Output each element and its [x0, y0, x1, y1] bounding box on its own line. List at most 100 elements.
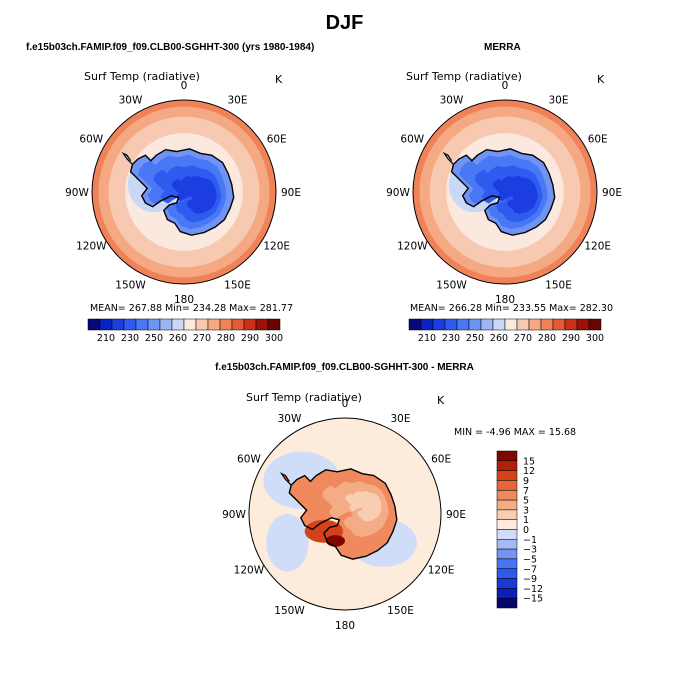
colorbar-tick-label: −12 [523, 584, 543, 595]
colorbar-swatch [528, 318, 542, 331]
colorbar-tick-label: 3 [523, 505, 529, 516]
colorbar-swatch [496, 470, 518, 481]
colorbar-tick-label: 260 [490, 333, 508, 344]
colorbar-swatch [87, 318, 101, 331]
longitude-label: 150E [224, 280, 251, 292]
colorbar-tick-label: 260 [169, 333, 187, 344]
coastline [288, 468, 398, 560]
colorbar-tick-label: 9 [523, 476, 529, 487]
map-border [412, 99, 598, 285]
colorbar-swatch [408, 318, 422, 331]
colorbar-tick-label: 280 [217, 333, 235, 344]
colorbar-swatch [123, 318, 137, 331]
colorbar-tick-label: 300 [265, 333, 283, 344]
colorbar-swatch [496, 450, 518, 462]
colorbar-tick-label: 270 [514, 333, 532, 344]
longitude-label: 90E [281, 187, 301, 199]
longitude-label: 30W [278, 413, 302, 425]
colorbar-merra: 210 230 250 260 270 280 290 300 [408, 318, 604, 344]
colorbar-swatch [147, 318, 161, 331]
units-label-diff: K [437, 394, 445, 407]
coastline [450, 148, 556, 236]
longitude-label: 60W [400, 134, 424, 146]
longitude-label: 120E [584, 241, 611, 253]
colorbar-swatch [420, 318, 434, 331]
colorbar-tick-label: 250 [466, 333, 484, 344]
colorbar-swatch [267, 318, 281, 331]
colorbar-model: 210 230 250 260 270 280 290 300 [87, 318, 283, 344]
longitude-label: 90E [602, 187, 622, 199]
colorbar-tick-label: 250 [145, 333, 163, 344]
colorbar-swatch [496, 519, 518, 530]
colorbar-tick-label: −15 [523, 594, 543, 605]
longitude-label: 90E [446, 509, 466, 521]
map-border [248, 417, 442, 611]
ice-sheet-core [171, 175, 217, 214]
longitude-label: 120W [234, 565, 265, 577]
longitude-label: 150W [115, 280, 146, 292]
colorbar-tick-label: −5 [523, 554, 537, 565]
colorbar-swatch [432, 318, 446, 331]
colorbar-swatch [207, 318, 221, 331]
colorbar-tick-label: 5 [523, 496, 529, 507]
polar-map-merra: 0 30E 60E 90E 120E 150E 180 150W 120W 90W 60W 30W [386, 80, 622, 306]
colorbar-tick-label: 300 [586, 333, 604, 344]
colorbar-swatch [195, 318, 209, 331]
colorbar-swatch [219, 318, 233, 331]
longitude-label: 30W [119, 94, 143, 106]
colorbar-tick-label: 210 [418, 333, 436, 344]
longitude-label: 30E [228, 94, 248, 106]
colorbar-tick-label: −3 [523, 545, 537, 556]
colorbar-tick-label: 210 [97, 333, 115, 344]
variable-label-diff: Surf Temp (radiative) [246, 391, 362, 404]
colorbar-swatch [496, 539, 518, 550]
map-border [91, 99, 277, 285]
colorbar-swatch [552, 318, 566, 331]
longitude-label: 60W [79, 134, 103, 146]
colorbar-swatch [468, 318, 482, 331]
colorbar-tick-label: 290 [562, 333, 580, 344]
colorbar-swatch [496, 460, 518, 471]
colorbar-swatch [504, 318, 518, 331]
colorbar-tick-label: 230 [442, 333, 460, 344]
longitude-label: 30W [440, 94, 464, 106]
page-title: DJF [325, 12, 364, 34]
longitude-label: 150E [387, 605, 414, 617]
units-label-model: K [275, 73, 283, 86]
colorbar-swatch [496, 509, 518, 520]
colorbar-swatch [255, 318, 269, 331]
colorbar-tick-label: 270 [193, 333, 211, 344]
colorbar-swatch [496, 588, 518, 599]
longitude-label: 90W [222, 509, 246, 521]
colorbar-tick-label: 0 [523, 525, 529, 536]
colorbar-swatch [231, 318, 245, 331]
colorbar-swatch [496, 499, 518, 511]
longitude-label: 120E [428, 565, 455, 577]
colorbar-tick-label: 7 [523, 486, 529, 497]
colorbar-swatch [588, 318, 602, 331]
longitude-label: 180 [174, 294, 194, 306]
colorbar-swatch [540, 318, 554, 331]
longitude-label: 150W [274, 605, 305, 617]
colorbar-swatch [496, 490, 518, 501]
ice-sheet-core [492, 175, 538, 214]
longitude-label: 90W [65, 187, 89, 199]
colorbar-tick-label: 280 [538, 333, 556, 344]
stats-diff: MIN = -4.96 MAX = 15.68 [454, 427, 577, 438]
colorbar-swatch [496, 597, 518, 609]
colorbar-swatch [243, 318, 257, 331]
units-label-merra: K [597, 73, 605, 86]
longitude-label: 0 [181, 80, 188, 92]
longitude-label: 0 [342, 398, 349, 410]
longitude-label: 180 [335, 620, 355, 632]
colorbar-tick-label: 290 [241, 333, 259, 344]
longitude-label: 30E [549, 94, 569, 106]
longitude-label: 120W [397, 241, 428, 253]
colorbar-swatch [159, 318, 173, 331]
colorbar-swatch [496, 568, 518, 579]
colorbar-swatch [516, 318, 530, 331]
colorbar-tick-label: 1 [523, 515, 529, 526]
coastline-peninsula [442, 151, 454, 165]
colorbar-swatch [576, 318, 590, 331]
